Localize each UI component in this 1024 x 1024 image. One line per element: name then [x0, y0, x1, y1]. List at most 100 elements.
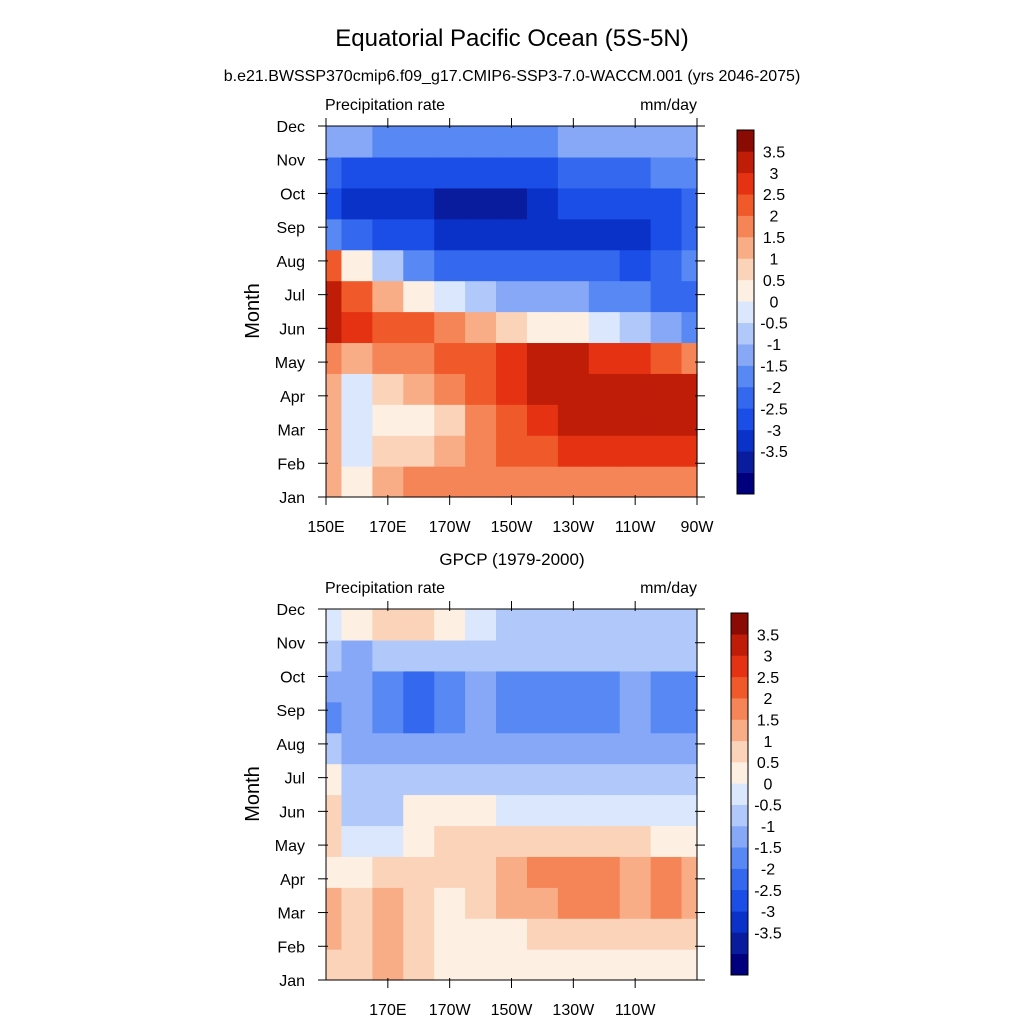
panel-title: GPCP (1979-2000) [439, 550, 584, 569]
heatmap-cell [619, 794, 652, 827]
colorbar: 3.5 3 2.5 2 1.5 1 0.5 0 -0.5 -1 -1.5 -2 -2.5 -3 -3.5 [730, 612, 782, 976]
heatmap-cell [434, 825, 466, 857]
heatmap-cell [496, 404, 528, 436]
heatmap-cell [434, 609, 466, 641]
heatmap-cell [619, 249, 652, 282]
heatmap-cell [372, 732, 404, 765]
heatmap-cell [326, 794, 343, 827]
heatmap-cell [403, 187, 435, 220]
colorbar-box [731, 740, 748, 763]
colorbar-frame [730, 612, 749, 976]
heatmap-cell [650, 187, 683, 220]
heatmap-cell [619, 218, 652, 251]
heatmap-cell [526, 949, 559, 981]
heatmap-cell [465, 609, 497, 641]
heatmap-cell [403, 404, 435, 436]
heatmap-cell [650, 280, 683, 313]
y-axis: Jan Feb Mar Apr May Jun Jul Aug Sep Oct Nov Dec [275, 119, 705, 507]
heatmap-cell [526, 218, 559, 251]
heatmap-cell [341, 466, 373, 498]
heatmap-cell [341, 732, 373, 765]
heatmap-cell [465, 639, 497, 672]
heatmap-cell [403, 311, 435, 344]
heatmap-cell [526, 918, 559, 950]
heatmap-cell [372, 763, 404, 796]
colorbar-box [737, 429, 754, 452]
heatmap-cell [403, 126, 435, 158]
heatmap-cell [326, 763, 343, 796]
colorbar-box [737, 194, 754, 216]
heatmap-cell [681, 249, 698, 282]
heatmap-cell [326, 609, 343, 641]
heatmap-cell [681, 670, 698, 703]
colorbar-box [731, 783, 748, 805]
heatmap-cell [588, 639, 621, 672]
heatmap-cell [434, 763, 466, 796]
heatmap-cell [403, 949, 435, 981]
x-tick-label: 90W [681, 519, 715, 536]
heatmap-cell [372, 639, 404, 672]
heatmap-cell [588, 342, 621, 374]
colorbar-label: -2 [761, 862, 775, 879]
heatmap-cell [465, 701, 497, 734]
heatmap-cell [372, 918, 404, 950]
heatmap-cell [681, 794, 698, 827]
heatmap-cell [403, 609, 435, 641]
colorbar-label: 2.5 [763, 187, 785, 204]
heatmap-cell [372, 609, 404, 641]
heatmap-cell [465, 249, 497, 282]
heatmap-cell [465, 732, 497, 765]
heatmap-cell [403, 639, 435, 672]
heatmap-cell [681, 732, 698, 765]
heatmap-cell [465, 825, 497, 857]
colorbar-label: 3.5 [763, 144, 785, 161]
panel-gpcp: GPCP (1979-2000) Precipitation rate mm/d… [242, 550, 782, 1019]
colorbar-box [731, 868, 748, 891]
y-tick-label: Apr [280, 872, 306, 889]
heatmap-cell [341, 435, 373, 467]
heatmap-cell [372, 949, 404, 981]
heatmap-cell [619, 856, 652, 888]
heatmap-cell [326, 249, 343, 282]
heatmap-cell [526, 794, 559, 827]
heatmap-cell [588, 218, 621, 251]
y-tick-label: Jul [285, 771, 305, 788]
colorbar-label: 3.5 [757, 627, 779, 644]
heatmap-cell [403, 794, 435, 827]
heatmap-cell [465, 187, 497, 220]
colorbar-box [737, 279, 754, 302]
heatmap-cell [650, 404, 683, 436]
colorbar-box [737, 344, 754, 366]
colorbar-label: -3 [767, 423, 781, 440]
y-tick-label: Nov [277, 636, 305, 653]
panel-model: Precipitation rate mm/day Month Jan Feb Ma… [242, 97, 788, 536]
heatmap-cell [372, 404, 404, 436]
heatmap-cell [557, 404, 590, 436]
colorbar-box [731, 655, 748, 678]
heatmap-cell [557, 373, 590, 405]
heatmap-cell [526, 342, 559, 374]
heatmap-cell [588, 156, 621, 189]
heatmap-cell [588, 918, 621, 950]
panel-left-label: Precipitation rate [325, 97, 445, 114]
heatmap-cell [434, 249, 466, 282]
heatmap-cell [588, 856, 621, 888]
heatmap-cell [681, 156, 698, 189]
heatmap-cell [341, 373, 373, 405]
colorbar-label: -0.5 [760, 316, 788, 333]
heatmap-cell [341, 404, 373, 436]
heatmap-cell [326, 732, 343, 765]
heatmap-cell [681, 887, 698, 919]
heatmap-cell [372, 187, 404, 220]
heatmap-cell [650, 311, 683, 344]
heatmap-cell [434, 887, 466, 919]
heatmap-cell [650, 342, 683, 374]
heatmap-cell [619, 763, 652, 796]
heatmap-cell [681, 218, 698, 251]
heatmap-cell [465, 126, 497, 158]
heatmap-cell [526, 311, 559, 344]
heatmap-cell [341, 187, 373, 220]
heatmap-cell [341, 825, 373, 857]
heatmap-cell [526, 126, 559, 158]
heatmap-cell [557, 218, 590, 251]
